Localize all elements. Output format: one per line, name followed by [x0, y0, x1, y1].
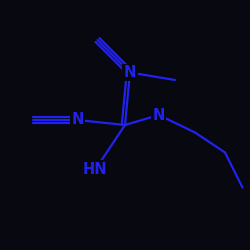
Text: N: N: [152, 108, 165, 122]
Text: N: N: [124, 65, 136, 80]
Text: N: N: [71, 112, 84, 128]
Text: HN: HN: [83, 162, 107, 178]
